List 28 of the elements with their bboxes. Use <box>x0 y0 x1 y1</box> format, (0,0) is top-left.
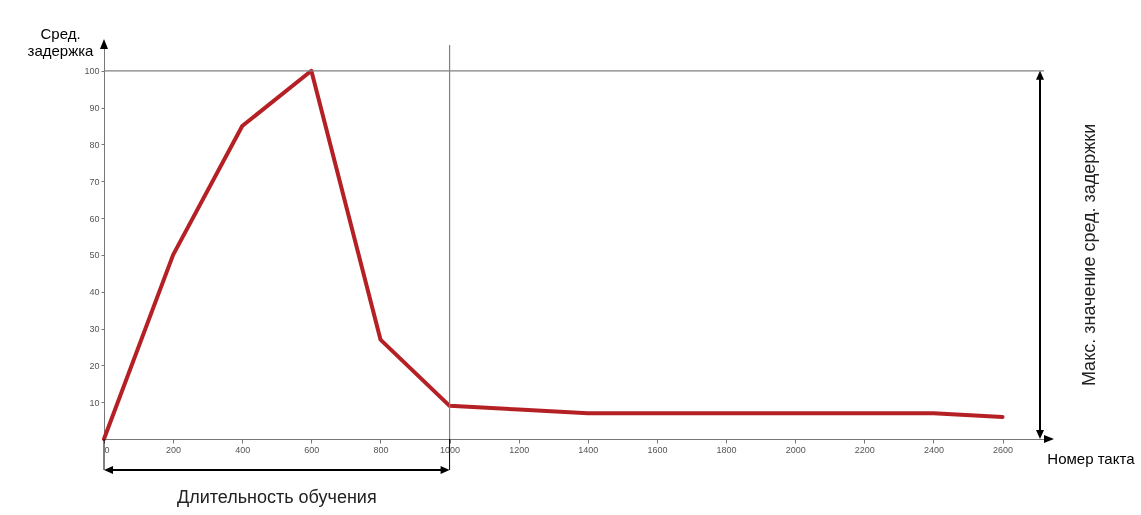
y-axis-title: Сред. задержка <box>27 24 95 59</box>
x-tick-label: 1600 <box>647 444 668 455</box>
y-tick-label: 10 <box>89 397 100 408</box>
x-tick-label: 600 <box>304 444 320 455</box>
y-tick-label: 80 <box>89 139 100 150</box>
line-series <box>102 68 1005 441</box>
y-tick-label: 30 <box>89 324 100 335</box>
x-tick-label: 400 <box>235 444 251 455</box>
x-tick-label: 2200 <box>854 444 875 455</box>
text: Длительность обучения <box>176 487 377 507</box>
x-tick-label: 800 <box>373 444 389 455</box>
y-tick-label: 90 <box>89 103 100 114</box>
x-tick-label: 1800 <box>716 444 737 455</box>
x-tick-label: 2600 <box>993 444 1014 455</box>
y-tick-label: 60 <box>89 213 100 224</box>
x-tick-label: 200 <box>166 444 182 455</box>
x-tick-label: 2000 <box>785 444 806 455</box>
y-tick-label: 20 <box>89 360 100 371</box>
x-tick-label: 1200 <box>509 444 530 455</box>
x-axis-title: Номер такта <box>1047 449 1136 467</box>
y-tick-label: 50 <box>89 250 100 261</box>
x-tick-label: 2400 <box>923 444 944 455</box>
text: Макс. значение сред. задержки <box>1079 123 1099 387</box>
x-tick-label: 1400 <box>578 444 599 455</box>
y-tick-label: 70 <box>89 176 100 187</box>
x-tick-label: 0 <box>104 444 110 455</box>
y-tick-label: 40 <box>89 287 100 298</box>
y-tick-label: 100 <box>84 66 100 77</box>
